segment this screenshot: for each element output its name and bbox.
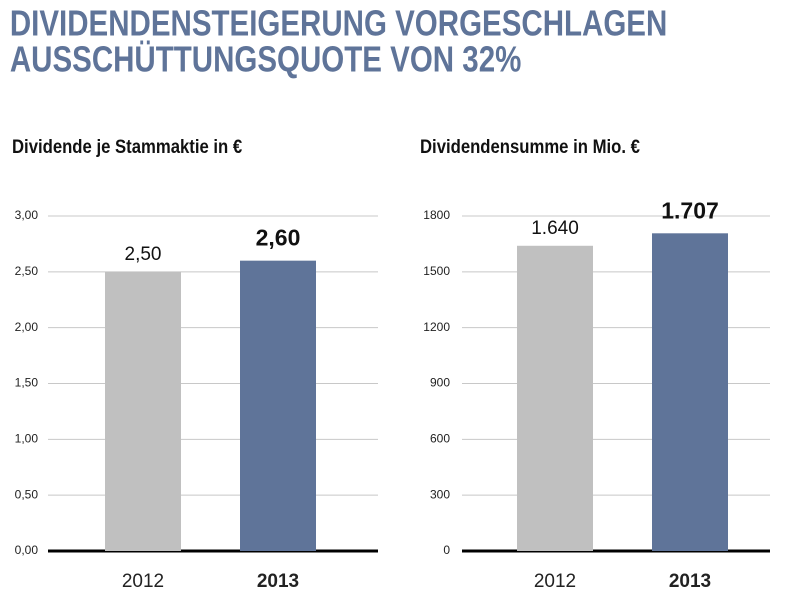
bar	[652, 233, 728, 551]
y-tick-label: 600	[430, 432, 450, 446]
y-tick-label: 300	[430, 487, 450, 501]
x-tick-label: 2012	[534, 571, 576, 592]
y-tick-label: 1,00	[15, 432, 39, 446]
page-title: AUSSCHÜTTUNGSQUOTE VON 32%	[10, 39, 522, 79]
y-tick-label: 0,50	[15, 487, 39, 501]
y-tick-label: 1800	[423, 208, 450, 222]
y-tick-label: 3,00	[15, 208, 39, 222]
value-label: 2,60	[256, 225, 301, 251]
y-tick-label: 1500	[423, 264, 450, 278]
y-tick-label: 2,00	[15, 320, 39, 334]
page-title: DIVIDENDENSTEIGERUNG VORGESCHLAGEN	[10, 3, 667, 43]
chart-title: Dividende je Stammaktie in €	[12, 136, 242, 157]
y-tick-label: 0	[443, 543, 450, 557]
bar	[105, 271, 181, 551]
x-tick-label: 2013	[669, 571, 711, 592]
value-label: 1.640	[531, 218, 579, 239]
x-tick-label: 2012	[122, 571, 164, 592]
value-label: 1.707	[661, 197, 719, 223]
y-tick-label: 1,50	[15, 376, 39, 390]
y-tick-label: 1200	[423, 320, 450, 334]
chart-title: Dividendensumme in Mio. €	[420, 136, 640, 157]
bar	[240, 260, 316, 551]
x-tick-label: 2013	[257, 571, 299, 592]
y-tick-label: 0,00	[15, 543, 39, 557]
y-tick-label: 2,50	[15, 264, 39, 278]
bar	[517, 245, 593, 551]
y-tick-label: 900	[430, 376, 450, 390]
value-label: 2,50	[125, 244, 162, 265]
